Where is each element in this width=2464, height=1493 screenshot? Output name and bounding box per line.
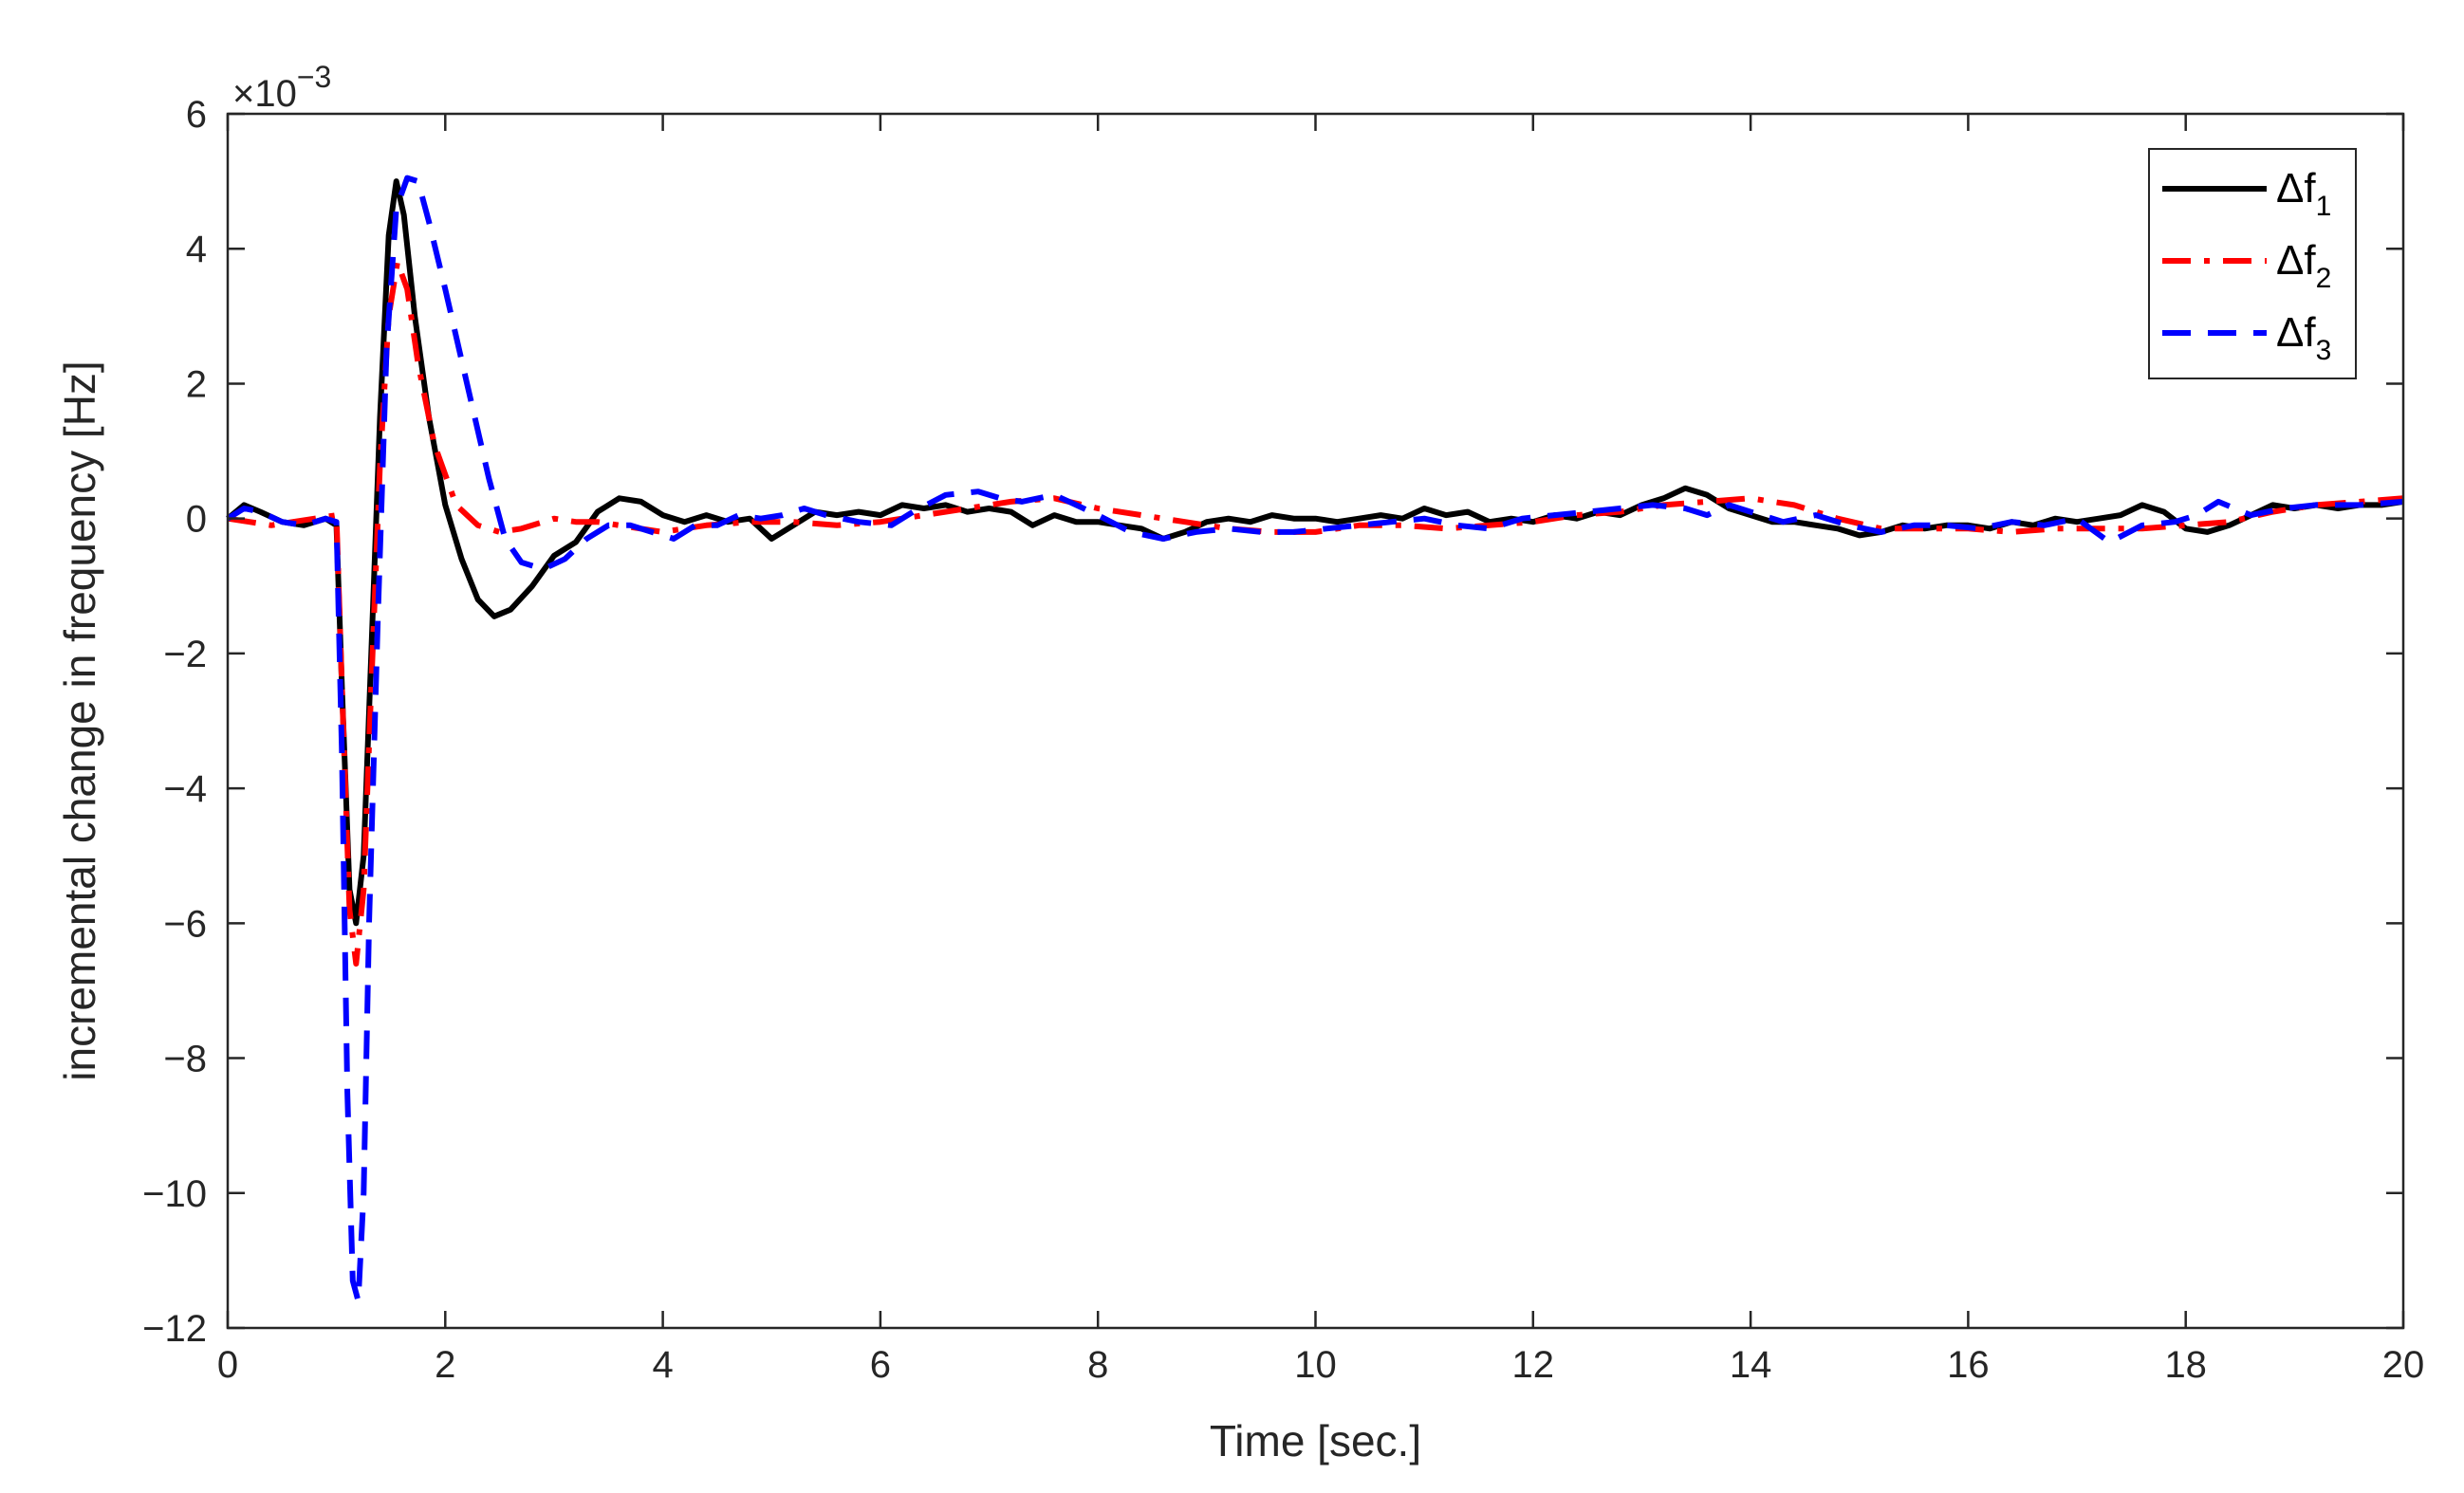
x-tick-label: 18 — [2164, 1344, 2207, 1386]
y-exponent-base: ×10 — [232, 73, 297, 115]
y-tick-label: −2 — [163, 634, 207, 675]
y-tick-label: −6 — [163, 903, 207, 945]
x-tick-label: 0 — [217, 1344, 238, 1386]
x-tick-label: 6 — [870, 1344, 891, 1386]
series-line-3 — [226, 175, 2404, 1304]
x-axis-label: Time [sec.] — [1210, 1416, 1421, 1465]
y-tick-label: 2 — [186, 363, 207, 405]
legend-label-name: Δf — [2276, 309, 2316, 356]
legend-label-3: Δf3 — [2276, 309, 2331, 366]
legend-label-name: Δf — [2276, 165, 2316, 212]
y-tick-label: −8 — [163, 1039, 207, 1080]
y-tick-label: −4 — [163, 768, 207, 810]
legend-label-name: Δf — [2276, 237, 2316, 284]
legend-label-subscript: 1 — [2316, 191, 2332, 222]
x-tick-label: 2 — [435, 1344, 455, 1386]
y-axis: −12 −10 −8 −6 −4 −2 0 2 4 6 — [142, 94, 2403, 1350]
legend-label-1: Δf1 — [2276, 165, 2331, 222]
y-axis-label: incremental change in frequency [Hz] — [55, 360, 104, 1080]
x-tick-label: 16 — [1947, 1344, 1990, 1386]
x-axis: 0 2 4 6 8 10 12 14 16 18 20 — [217, 114, 2424, 1386]
x-tick-label: 20 — [2382, 1344, 2425, 1386]
y-tick-label: 0 — [186, 499, 207, 541]
y-exponent-power: −3 — [297, 60, 331, 94]
series-layer — [226, 175, 2404, 1304]
legend-label-2: Δf2 — [2276, 237, 2331, 294]
legend-label-subscript: 3 — [2316, 335, 2332, 366]
x-tick-label: 14 — [1730, 1344, 1772, 1386]
y-tick-label: −10 — [142, 1173, 207, 1215]
x-tick-label: 10 — [1294, 1344, 1337, 1386]
x-tick-label: 8 — [1087, 1344, 1108, 1386]
x-tick-label: 12 — [1512, 1344, 1555, 1386]
x-tick-label: 4 — [652, 1344, 673, 1386]
legend-label-subscript: 2 — [2316, 263, 2332, 294]
y-tick-label: 4 — [186, 229, 207, 270]
y-tick-label: −12 — [142, 1308, 207, 1350]
plot-area — [228, 114, 2403, 1328]
y-axis-exponent: ×10−3 — [232, 60, 331, 115]
y-tick-label: 6 — [186, 94, 207, 136]
